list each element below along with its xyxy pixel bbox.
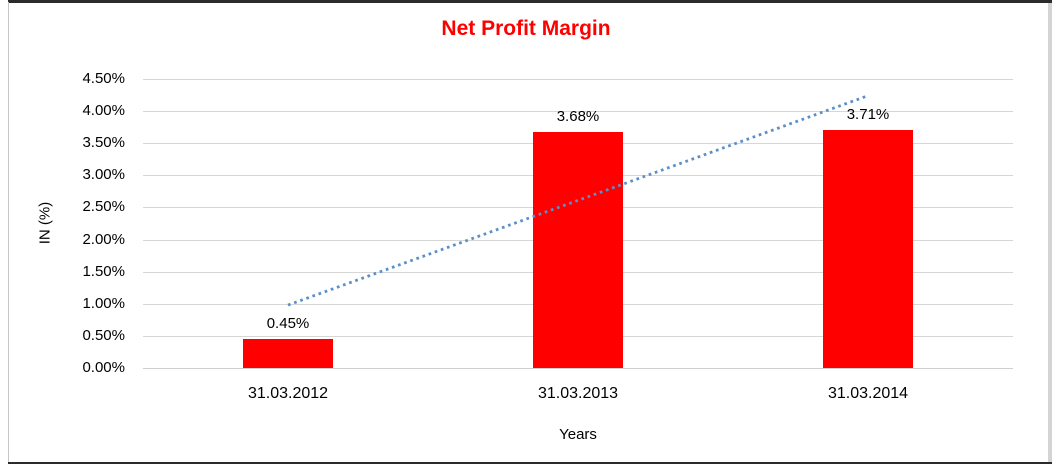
x-axis-title: Years (559, 426, 597, 443)
bar-value-label: 0.45% (266, 315, 310, 332)
x-tick-label: 31.03.2013 (537, 385, 619, 402)
chart-title: Net Profit Margin (441, 17, 611, 40)
bar-31.03.2013 (533, 132, 623, 368)
frame-right-border (1048, 3, 1052, 462)
x-tick-label: 31.03.2014 (827, 385, 909, 402)
frame-bottom-border (8, 462, 1052, 464)
gridline (143, 79, 1013, 80)
y-tick-label: 4.00% (82, 102, 125, 119)
y-tick-label: 4.50% (82, 70, 125, 87)
y-axis-title: IN (%) (36, 201, 54, 245)
y-tick-label: 1.00% (82, 295, 125, 312)
x-axis-line (143, 368, 1013, 369)
y-tick-label: 0.50% (82, 327, 125, 344)
y-tick-label: 2.50% (82, 198, 125, 215)
y-tick-label: 0.00% (82, 359, 125, 376)
y-tick-label: 2.00% (82, 231, 125, 248)
y-tick-label: 1.50% (82, 263, 125, 280)
y-tick-label: 3.00% (82, 166, 125, 183)
y-tick-label: 3.50% (82, 134, 125, 151)
x-tick-label: 31.03.2012 (247, 385, 329, 402)
frame-left-border (8, 2, 9, 462)
bar-31.03.2014 (823, 130, 913, 368)
frame-top-border (8, 0, 1052, 3)
bar-31.03.2012 (243, 339, 333, 368)
bar-value-label: 3.71% (846, 106, 890, 123)
bar-value-label: 3.68% (556, 108, 600, 125)
